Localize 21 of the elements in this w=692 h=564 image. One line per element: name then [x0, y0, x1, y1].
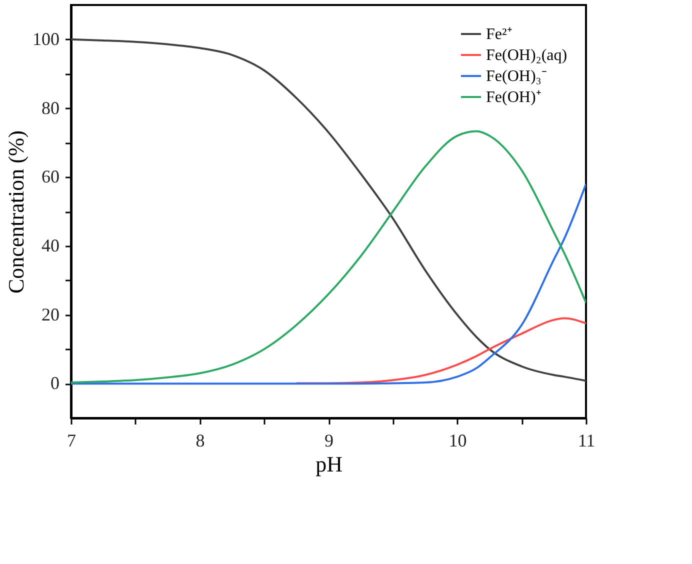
x-tick-label: 8 — [196, 430, 205, 450]
y-tick-label: 60 — [42, 166, 60, 187]
x-tick-label: 9 — [324, 430, 334, 450]
legend-label: Fe(OH)₂(aq) — [486, 47, 568, 64]
y-tick-label: 0 — [50, 373, 60, 394]
legend-label: Fe(OH)⁺ — [486, 89, 541, 106]
y-tick-label: 20 — [42, 304, 60, 324]
y-axis-title: Concentration (%) — [4, 130, 28, 294]
line-series — [295, 317, 586, 384]
legend-label: Fe²⁺ — [486, 26, 512, 43]
x-tick-label: 7 — [67, 430, 76, 450]
legend-label: Fe(OH)₃⁻ — [486, 68, 546, 85]
x-tick-label: 10 — [448, 430, 467, 450]
y-tick-label: 40 — [42, 235, 60, 256]
x-tick-label: 11 — [578, 430, 596, 450]
line-series — [71, 130, 586, 384]
line-series — [71, 38, 586, 382]
y-tick-label: 80 — [42, 98, 60, 118]
x-axis-title: pH — [316, 452, 343, 476]
y-tick-label: 100 — [32, 28, 60, 49]
line-series — [71, 182, 586, 385]
